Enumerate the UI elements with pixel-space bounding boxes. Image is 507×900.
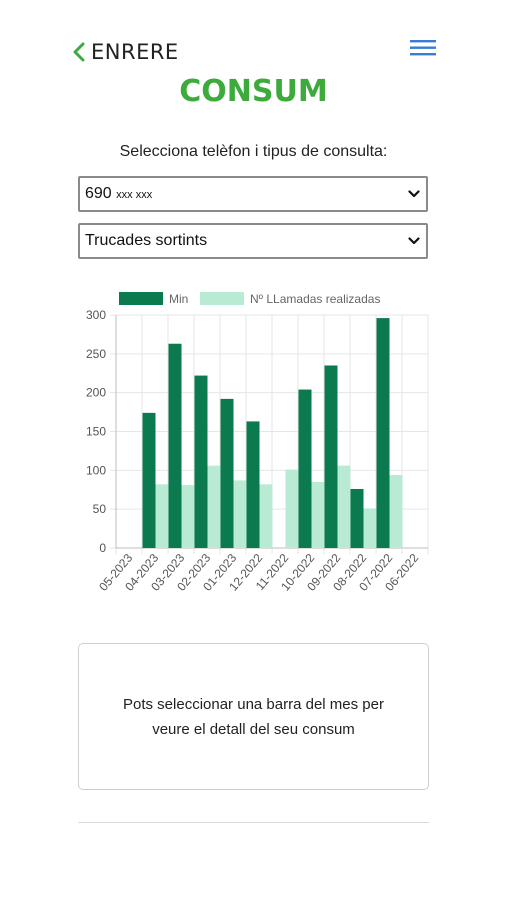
bar-calls-07-2022[interactable]: [389, 474, 403, 548]
y-tick-label: 300: [86, 308, 106, 322]
header: ENRERE: [0, 0, 507, 70]
bar-calls-08-2022[interactable]: [363, 508, 377, 548]
y-tick-label: 0: [99, 541, 106, 555]
info-box: Pots seleccionar una barra del mes per v…: [78, 643, 429, 790]
bar-calls-12-2022[interactable]: [259, 484, 273, 548]
chevron-down-icon: [408, 190, 420, 198]
bar-minutes-03-2023[interactable]: [168, 343, 182, 548]
bar-calls-01-2023[interactable]: [233, 480, 247, 548]
bar-calls-04-2023[interactable]: [155, 484, 169, 548]
bar-minutes-12-2022[interactable]: [246, 421, 260, 548]
bar-calls-09-2022[interactable]: [337, 465, 351, 548]
query-type-value: Trucades sortints: [85, 232, 208, 249]
hamburger-menu-icon: [410, 40, 436, 56]
bar-minutes-01-2023[interactable]: [220, 398, 234, 548]
y-tick-label: 250: [86, 347, 106, 361]
chevron-down-icon: [408, 237, 420, 245]
page-title: CONSUM: [179, 74, 328, 109]
y-tick-label: 50: [93, 502, 107, 516]
query-type-select[interactable]: Trucades sortints: [78, 223, 428, 259]
bar-calls-03-2023[interactable]: [181, 485, 195, 548]
bar-minutes-09-2022[interactable]: [324, 365, 338, 548]
bar-minutes-07-2022[interactable]: [376, 318, 390, 548]
chevron-left-icon: [73, 42, 85, 62]
divider: [78, 822, 429, 823]
y-tick-label: 150: [86, 425, 106, 439]
back-label: ENRERE: [91, 40, 179, 64]
legend-swatch: [200, 292, 244, 305]
y-tick-label: 200: [86, 386, 106, 400]
y-tick-label: 100: [86, 463, 106, 477]
info-text: Pots seleccionar una barra del mes per v…: [123, 695, 384, 738]
bar-calls-02-2023[interactable]: [207, 465, 221, 548]
legend-swatch: [119, 292, 163, 305]
bar-calls-11-2022[interactable]: [285, 469, 299, 548]
phone-masked: xxx xxx: [116, 189, 153, 201]
menu-button[interactable]: [409, 38, 437, 58]
phone-prefix: 690: [85, 185, 112, 202]
phone-select[interactable]: 690 xxx xxx: [78, 176, 428, 212]
consumption-bar-chart: 05010015020025030005-202304-202303-20230…: [86, 292, 429, 594]
bar-minutes-08-2022[interactable]: [350, 488, 364, 548]
bar-calls-10-2022[interactable]: [311, 481, 325, 548]
bar-minutes-02-2023[interactable]: [194, 375, 208, 548]
bar-minutes-04-2023[interactable]: [142, 412, 156, 548]
back-button[interactable]: ENRERE: [72, 38, 179, 66]
bar-minutes-10-2022[interactable]: [298, 389, 312, 548]
legend-label: Min: [169, 292, 188, 306]
legend-label: Nº LLamadas realizadas: [250, 292, 380, 306]
phone-select-value: 690 xxx xxx: [85, 178, 152, 210]
selection-prompt: Selecciona telèfon i tipus de consulta:: [119, 143, 388, 160]
